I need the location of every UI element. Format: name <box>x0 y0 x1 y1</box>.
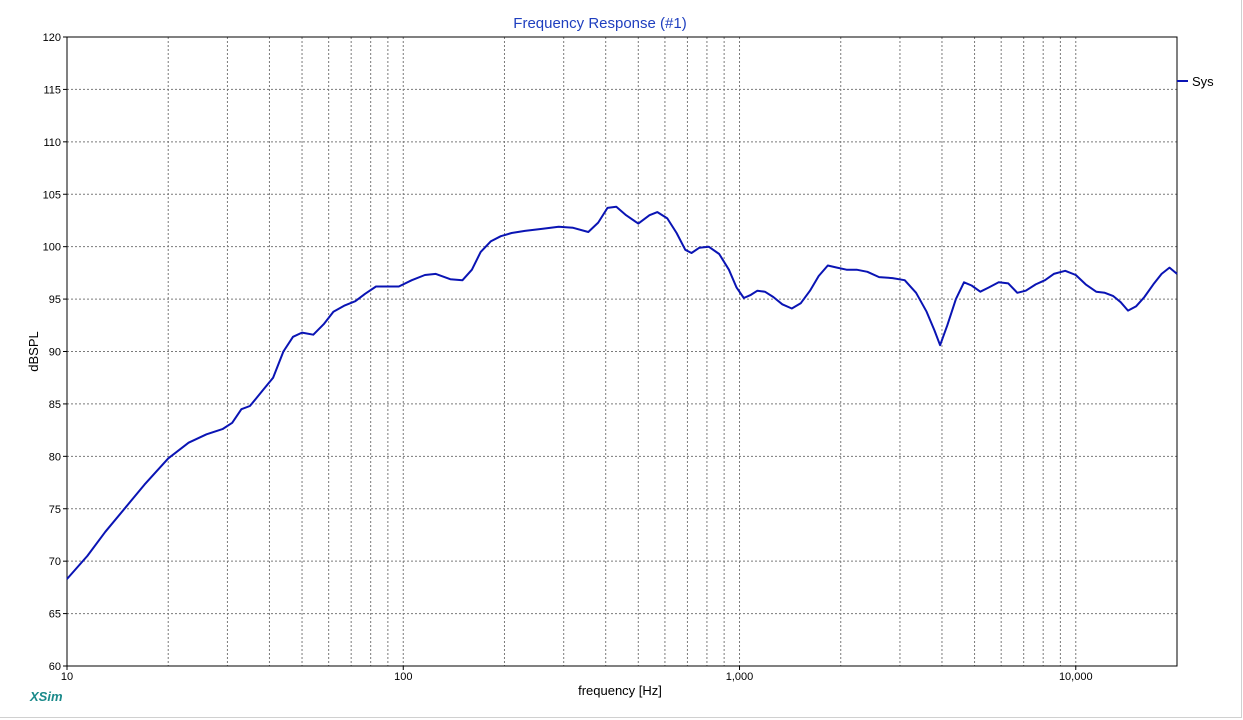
app-brand-logo: XSim <box>29 689 63 704</box>
y-tick-label: 110 <box>43 137 61 149</box>
y-tick-label: 60 <box>49 661 61 673</box>
x-axis-ticks: 10 100 1,000 10,000 <box>61 666 1093 683</box>
y-tick-label: 85 <box>49 399 61 411</box>
plot-area <box>66 36 1178 667</box>
x-tick-label: 100 <box>394 671 412 683</box>
y-tick-label: 65 <box>49 609 61 621</box>
y-tick-label: 75 <box>49 504 61 516</box>
x-axis-label: frequency [Hz] <box>578 683 662 698</box>
y-tick-label: 115 <box>43 84 61 96</box>
x-tick-label: 10 <box>61 671 73 683</box>
x-tick-label: 10,000 <box>1059 671 1093 683</box>
series-line-sys <box>66 205 1178 580</box>
grid <box>67 37 1177 666</box>
y-tick-label: 70 <box>49 556 61 568</box>
legend-label-sys: Sys <box>1192 74 1214 89</box>
y-tick-label: 105 <box>43 189 61 201</box>
chart-title: Frequency Response (#1) <box>513 15 686 32</box>
y-tick-label: 80 <box>49 451 61 463</box>
y-tick-label: 95 <box>49 294 61 306</box>
y-tick-label: 100 <box>43 242 61 254</box>
series-layer <box>66 205 1178 580</box>
y-axis-label: dBSPL <box>26 331 41 371</box>
y-tick-label: 120 <box>43 32 61 44</box>
legend: Sys <box>1177 74 1214 89</box>
y-axis-ticks: 120 115 110 105 100 95 90 85 80 75 70 65 60 <box>43 32 67 673</box>
y-tick-label: 90 <box>49 347 61 359</box>
x-tick-label: 1,000 <box>726 671 754 683</box>
